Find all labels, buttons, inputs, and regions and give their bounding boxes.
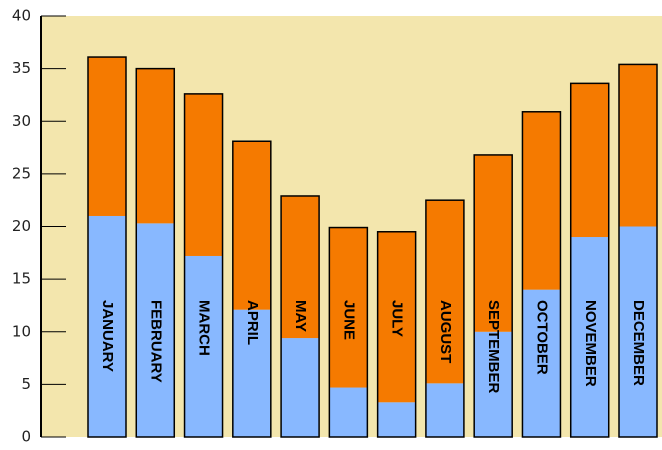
category-label: DECEMBER: [630, 300, 647, 386]
category-label: JANUARY: [99, 300, 116, 372]
bar-outline: [473, 154, 513, 438]
bar-segment-orange: [377, 231, 416, 403]
bar-segment-orange: [570, 83, 609, 238]
bar-segment-blue: [619, 226, 657, 437]
category-labels: JANUARY FEBRUARY MARCH APRIL MAY JUNE JULY AUGU…: [99, 300, 647, 394]
category-label: OCTOBER: [533, 300, 550, 375]
bar-segment-blue: [88, 215, 126, 437]
category-label: APRIL: [244, 300, 261, 345]
y-tick-label: 35: [12, 59, 31, 77]
bar-outline: [87, 56, 127, 438]
bar-segment-blue: [281, 338, 320, 437]
bar-segment-orange: [88, 57, 126, 216]
bar-segment-orange: [232, 141, 271, 310]
bar-segment-orange: [474, 154, 513, 332]
bar-segment-orange: [281, 195, 320, 339]
bar-segment-blue: [474, 331, 513, 437]
bar-segment-blue: [377, 402, 416, 437]
bar-segment-blue: [522, 289, 561, 437]
bar-outline: [232, 140, 272, 438]
y-tick-label: 0: [21, 428, 31, 446]
category-label: JULY: [389, 300, 406, 337]
y-tick-label: 20: [12, 217, 31, 235]
bar-outline: [425, 199, 465, 438]
category-label: FEBRUARY: [147, 300, 164, 383]
bar-segment-orange: [425, 200, 464, 384]
y-axis: 0 5 10 15 20 25 30 35 40: [12, 7, 66, 446]
bar-outline: [328, 226, 369, 438]
y-tick-label: 30: [12, 112, 31, 130]
category-label: MAY: [292, 300, 309, 332]
y-tick-label: 25: [12, 164, 31, 182]
y-tick-label: 15: [12, 270, 31, 288]
bar-segment-blue: [232, 309, 271, 437]
category-label: AUGUST: [437, 300, 454, 363]
bar-segment-orange: [136, 68, 175, 224]
bar-outline: [183, 93, 224, 438]
bar-outline: [280, 195, 320, 438]
bar-outline: [376, 231, 417, 438]
bar-segment-orange: [184, 93, 223, 256]
bar-segment-orange: [619, 64, 657, 227]
bar-segment-orange: [522, 111, 561, 290]
category-label: MARCH: [196, 300, 213, 356]
bar-segment-orange: [329, 227, 368, 388]
y-tick-label: 40: [12, 7, 31, 25]
bar-series-group: [87, 56, 658, 438]
y-tick-label: 5: [21, 375, 31, 393]
bar-segment-blue: [425, 383, 464, 437]
bar-outline: [135, 67, 176, 438]
bar-outline: [569, 82, 610, 438]
bar-outline: [521, 111, 562, 438]
category-label: JUNE: [340, 300, 357, 340]
bar-outline: [618, 63, 658, 438]
bar-segment-blue: [570, 237, 609, 437]
y-tick-label: 10: [12, 322, 31, 340]
bar-segment-blue: [184, 255, 223, 437]
category-label: SEPTEMBER: [485, 300, 502, 394]
category-label: NOVEMBER: [582, 300, 599, 387]
bar-segment-blue: [329, 387, 368, 437]
bar-segment-blue: [136, 223, 175, 437]
